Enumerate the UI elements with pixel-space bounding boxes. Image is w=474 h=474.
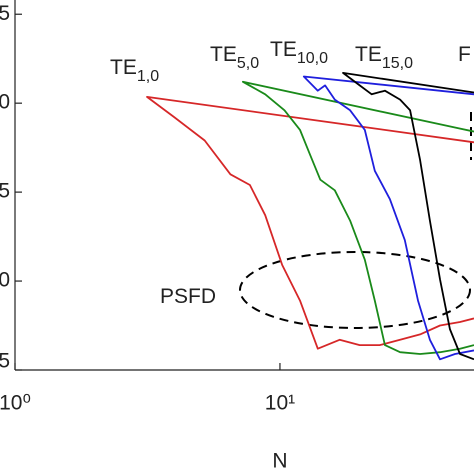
series-line bbox=[302, 75, 474, 361]
annotation-subscript: 1,0 bbox=[137, 68, 159, 85]
annotation-text: TE bbox=[355, 43, 382, 66]
series-line bbox=[146, 96, 474, 350]
annotation-text: TE bbox=[270, 38, 297, 61]
annotation-text: PSFD bbox=[160, 285, 216, 308]
y-tick-label: 5 bbox=[0, 180, 10, 203]
annotation-text: TE bbox=[110, 56, 137, 79]
annotation: TE15,0 bbox=[355, 43, 413, 73]
annotation: TE1,0 bbox=[110, 56, 159, 86]
psfd-ellipse bbox=[239, 251, 471, 329]
annotation: TE5,0 bbox=[210, 43, 259, 73]
y-tick-label: 0 bbox=[0, 269, 10, 292]
y-tick-label: 5 bbox=[0, 2, 10, 25]
x-axis-label: N bbox=[272, 450, 287, 473]
y-tick-label: 5 bbox=[0, 350, 10, 373]
plot-area bbox=[146, 72, 474, 361]
x-tick-label: 10⁰ bbox=[0, 392, 31, 415]
series-line bbox=[342, 72, 474, 361]
annotation: PSFD bbox=[160, 285, 216, 308]
annotation-subscript: 5,0 bbox=[237, 55, 259, 72]
y-tick-label: 0 bbox=[0, 91, 10, 114]
annotation: TE10,0 bbox=[270, 38, 328, 68]
annotation-subscript: 10,0 bbox=[297, 50, 328, 67]
series-line bbox=[242, 80, 474, 355]
x-tick-label: 10¹ bbox=[265, 392, 295, 415]
annotation: F bbox=[458, 43, 471, 66]
annotation-text: TE bbox=[210, 43, 237, 66]
annotation-text: F bbox=[458, 43, 471, 66]
annotation-subscript: 15,0 bbox=[382, 55, 413, 72]
